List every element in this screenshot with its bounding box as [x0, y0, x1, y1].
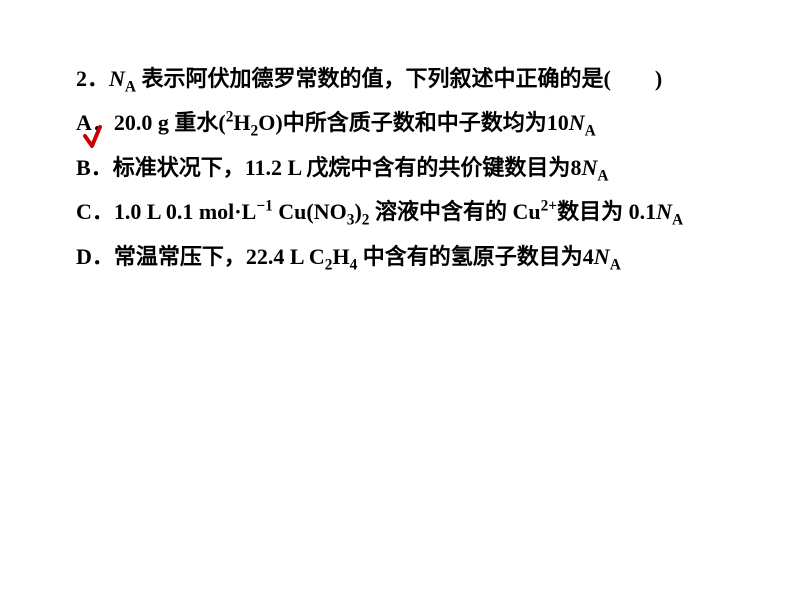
- option-a: A． 20.0 g 重水(2H2O)中所含质子数和中子数均为10NA: [32, 102, 762, 146]
- option-d-label: D．: [76, 244, 114, 269]
- option-a-label-wrap: A．: [76, 102, 114, 145]
- option-c-label: C．: [76, 199, 114, 224]
- option-b-label: B．: [76, 155, 113, 180]
- option-b: B．标准状况下，11.2 L 戊烷中含有的共价键数目为8NA: [32, 147, 762, 191]
- option-a-label: A．: [76, 110, 114, 135]
- option-c: C．1.0 L 0.1 mol·L−1 Cu(NO3)2 溶液中含有的 Cu2+…: [32, 191, 762, 235]
- question-block: 2．NA 表示阿伏加德罗常数的值，下列叙述中正确的是( ) A． 20.0 g …: [32, 58, 762, 280]
- na-symbol: N: [109, 66, 125, 91]
- q-number: 2: [76, 66, 87, 91]
- option-d: D．常温常压下，22.4 L C2H4 中含有的氢原子数目为4NA: [32, 236, 762, 280]
- question-stem: 2．NA 表示阿伏加德罗常数的值，下列叙述中正确的是( ): [32, 58, 762, 102]
